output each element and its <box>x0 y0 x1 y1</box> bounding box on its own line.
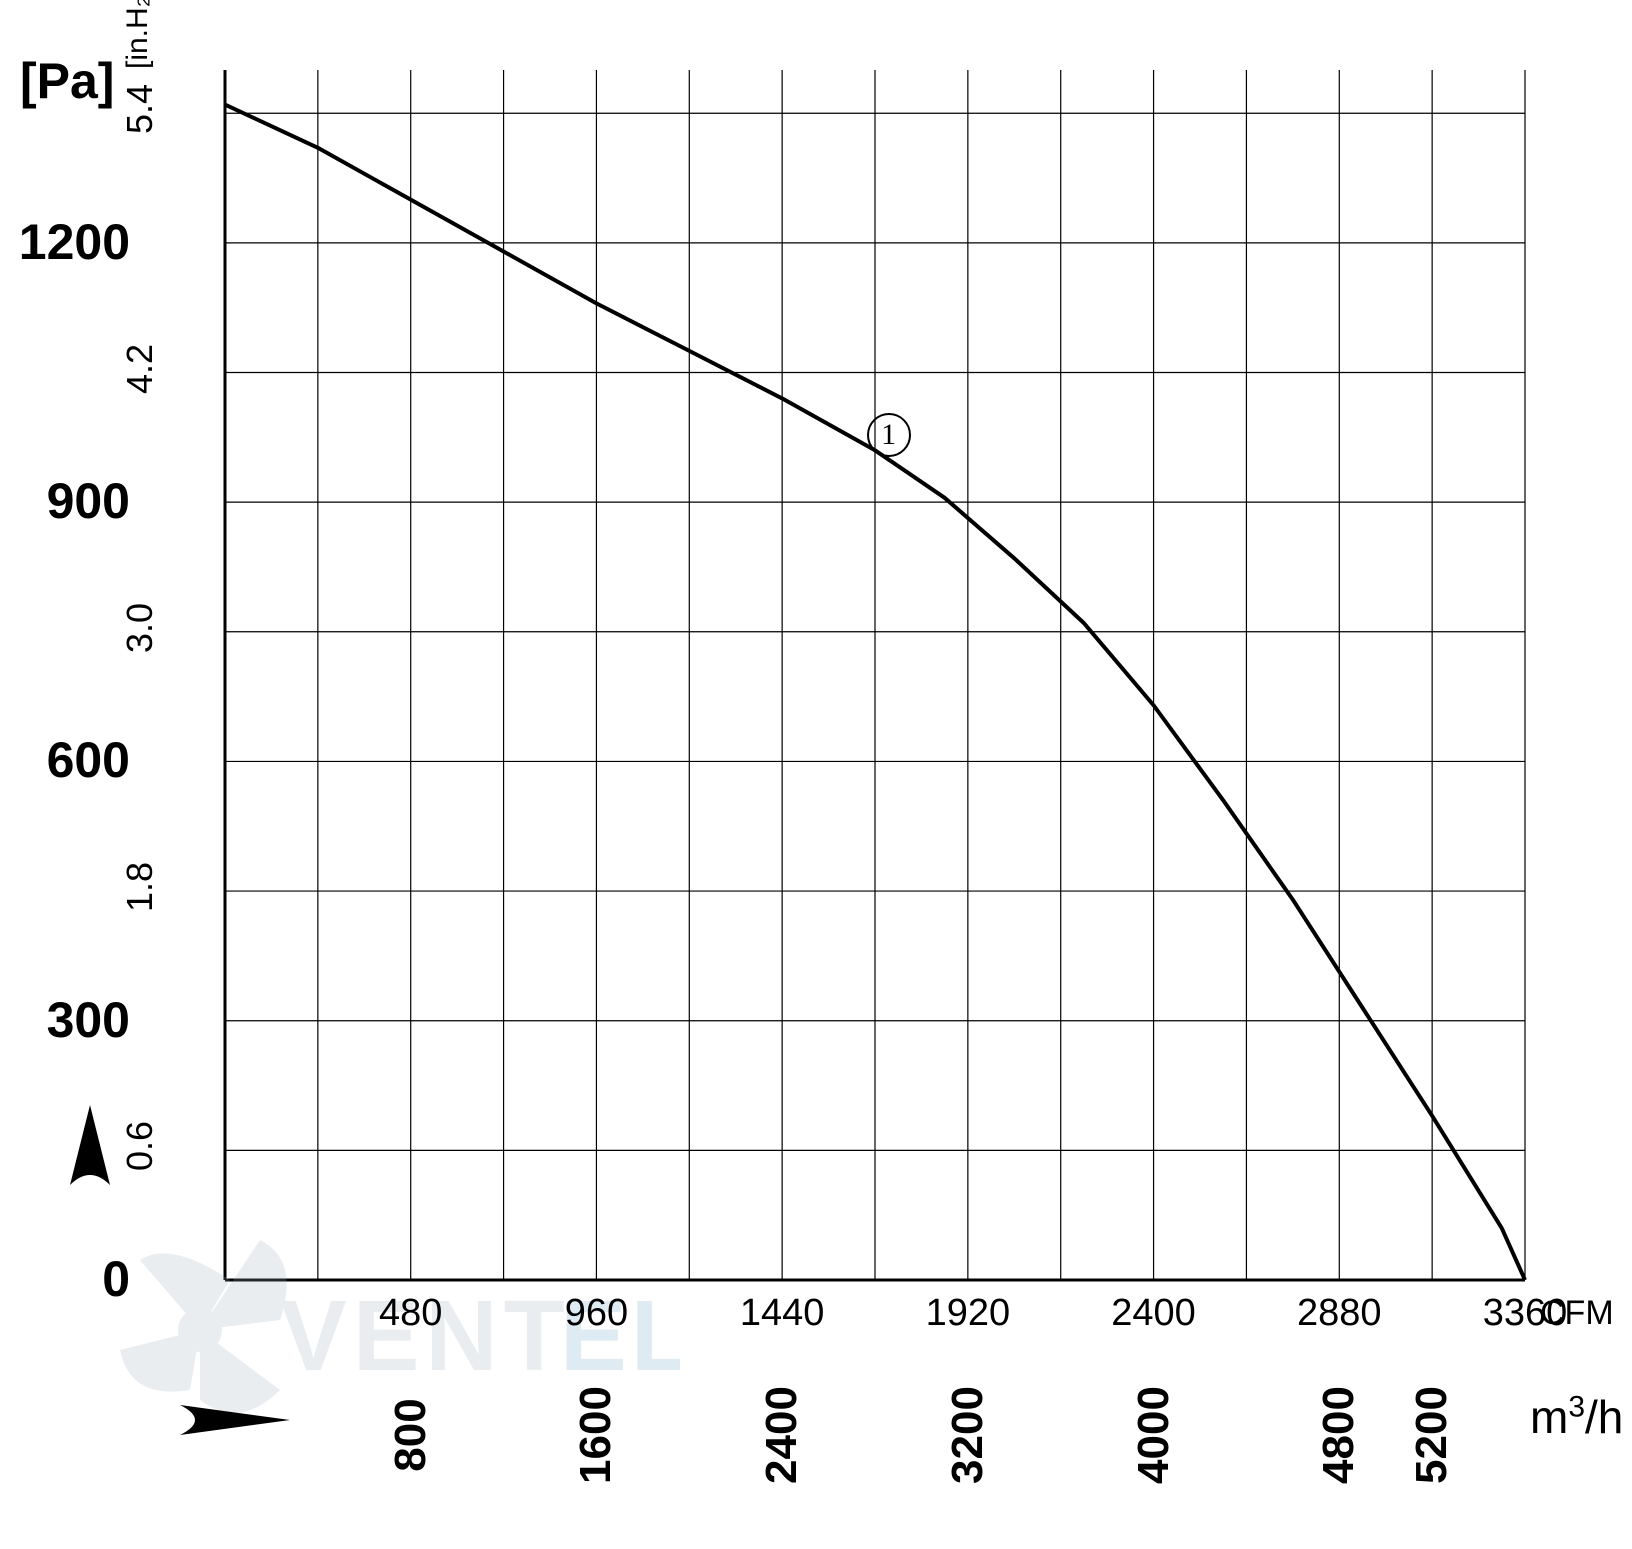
x-tick-m3h: 800 <box>386 1365 436 1505</box>
x-tick-m3h: 1600 <box>571 1365 621 1505</box>
x-tick-m3h: 4800 <box>1314 1365 1364 1505</box>
y-axis-primary-unit: [Pa] <box>20 52 114 110</box>
x-tick-cfm: 1440 <box>722 1292 842 1335</box>
x-tick-m3h: 4000 <box>1129 1365 1179 1505</box>
y-tick-pa: 1200 <box>10 213 130 271</box>
y-tick-pa: 900 <box>10 472 130 530</box>
x-tick-cfm: 2400 <box>1094 1292 1214 1335</box>
y-tick-inh2o: 0.6 <box>119 1121 161 1171</box>
x-tick-cfm: 960 <box>536 1292 656 1335</box>
x-axis-arrow <box>170 1390 300 1450</box>
y-axis-arrow <box>55 1095 125 1205</box>
y-tick-inh2o: 4.2 <box>119 343 161 393</box>
y-tick-inh2o: 3.0 <box>119 603 161 653</box>
fan-performance-chart: VENT EL [Pa] [in.H₂O] 03006009001200 0.6… <box>0 0 1632 1549</box>
x-axis-secondary-unit: CFM <box>1540 1294 1614 1333</box>
x-tick-cfm: 1920 <box>908 1292 1028 1335</box>
x-tick-m3h: 5200 <box>1407 1365 1457 1505</box>
y-tick-pa: 300 <box>10 991 130 1049</box>
curve-label-1: 1 <box>867 413 911 457</box>
y-tick-pa: 600 <box>10 731 130 789</box>
x-tick-cfm: 480 <box>351 1292 471 1335</box>
x-axis-primary-unit: m3/h <box>1530 1390 1623 1444</box>
x-tick-m3h: 2400 <box>757 1365 807 1505</box>
y-tick-pa: 0 <box>10 1250 130 1308</box>
y-axis-secondary-unit: [in.H₂O] <box>121 0 155 69</box>
x-tick-m3h: 3200 <box>943 1365 993 1505</box>
y-tick-inh2o: 5.4 <box>119 84 161 134</box>
y-tick-inh2o: 1.8 <box>119 862 161 912</box>
x-tick-cfm: 2880 <box>1279 1292 1399 1335</box>
